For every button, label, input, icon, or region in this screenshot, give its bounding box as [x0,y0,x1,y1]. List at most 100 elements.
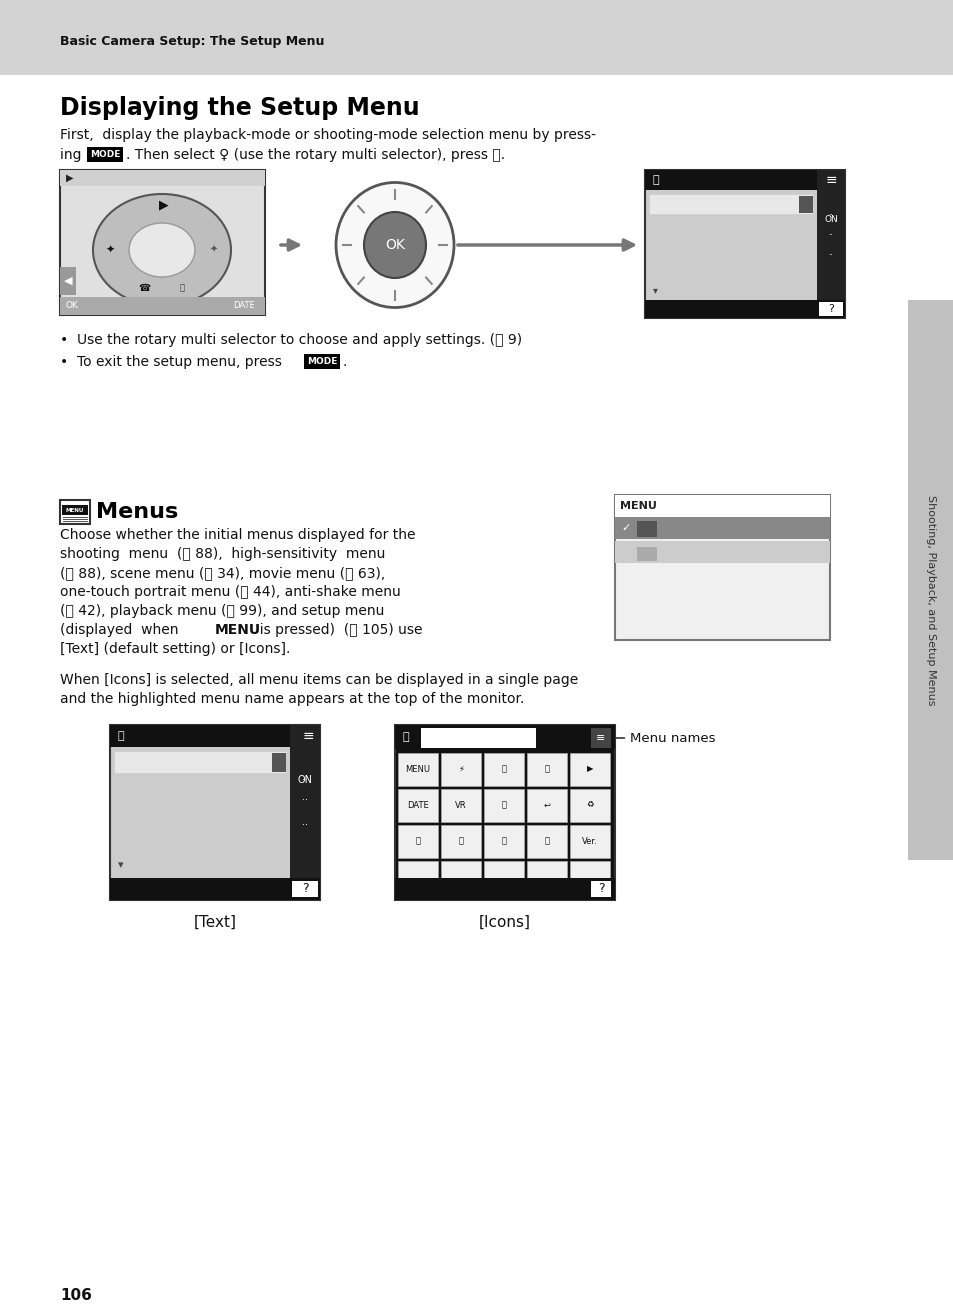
Bar [526,788,566,823]
Text: •  To exit the setup menu, press: • To exit the setup menu, press [60,355,286,369]
Text: Menus: Menus [96,502,178,522]
Text: (Ⓞ 88), scene menu (Ⓞ 34), movie menu (Ⓞ 63),: (Ⓞ 88), scene menu (Ⓞ 34), movie menu (Ⓞ… [60,566,385,579]
Text: 106: 106 [60,1288,91,1302]
Bar [420,728,536,748]
Text: shooting  menu  (Ⓞ 88),  high-sensitivity  menu: shooting menu (Ⓞ 88), high-sensitivity m… [60,547,385,561]
Bar [113,752,286,773]
Bar [397,861,437,894]
Bar [395,725,615,749]
Text: [Icons]: [Icons] [478,915,531,929]
Text: ··: ·· [302,820,308,830]
Text: ▾: ▾ [118,859,124,870]
Text: MODE: MODE [307,357,336,367]
Text: ⚡: ⚡ [457,765,463,774]
Text: •  Use the rotary multi selector to choose and apply settings. (Ⓞ 9): • Use the rotary multi selector to choos… [60,332,521,347]
Text: DATE: DATE [407,800,429,809]
Text: (Ⓞ 42), playback menu (Ⓞ 99), and setup menu: (Ⓞ 42), playback menu (Ⓞ 99), and setup … [60,604,384,618]
Text: VR: VR [455,800,466,809]
Text: (displayed  when: (displayed when [60,623,187,637]
Bar [483,861,523,894]
Text: [Text] (default setting) or [Icons].: [Text] (default setting) or [Icons]. [60,643,290,656]
Text: 🔊: 🔊 [501,800,506,809]
Text: MENU: MENU [66,507,84,512]
Text: DATE: DATE [233,301,254,310]
Bar [569,861,609,894]
Text: ON: ON [297,775,313,784]
Text: ?: ? [301,883,308,896]
Bar [397,753,437,786]
Text: 🔗: 🔗 [501,837,506,845]
Bar [590,728,610,748]
Bar [272,753,286,773]
Bar [816,170,844,318]
Text: ..: .. [828,250,832,256]
Text: When [Icons] is selected, all menu items can be displayed in a single page: When [Icons] is selected, all menu items… [60,673,578,687]
Bar [110,878,319,900]
Text: OK: OK [66,301,79,310]
Bar [644,170,844,318]
Text: and the highlighted menu name appears at the top of the monitor.: and the highlighted menu name appears at… [60,692,524,706]
Bar [440,753,480,786]
Text: ?: ? [827,304,833,314]
Text: ≡: ≡ [596,733,605,742]
Text: MENU: MENU [619,501,657,511]
Bar [62,505,88,515]
Bar [637,520,657,537]
Bar [397,788,437,823]
Text: ··: ·· [302,795,308,805]
Bar [907,300,953,859]
Text: ON: ON [823,215,837,225]
Bar [590,880,610,897]
Ellipse shape [364,212,426,279]
Text: ♻: ♻ [586,800,593,809]
Bar [395,725,615,900]
Bar [110,725,319,900]
Bar [292,880,317,897]
Text: ✦: ✦ [210,244,218,255]
Bar [526,753,566,786]
Text: ▶: ▶ [66,173,73,183]
Bar [569,753,609,786]
Text: MODE: MODE [90,150,120,159]
Text: ▾: ▾ [652,285,658,296]
Text: ▶: ▶ [159,198,169,212]
Bar [569,825,609,858]
Text: 📅: 📅 [179,284,184,293]
Text: .: . [343,355,347,369]
Text: ≡: ≡ [824,173,836,187]
Bar [440,825,480,858]
Text: 🔊: 🔊 [544,765,549,774]
Text: ▶: ▶ [586,765,593,774]
Bar [395,878,615,900]
Text: 🐦: 🐦 [458,837,463,845]
Bar [818,302,842,315]
Text: is pressed)  (Ⓞ 105) use: is pressed) (Ⓞ 105) use [251,623,422,637]
Bar [483,753,523,786]
Text: Choose whether the initial menus displayed for the: Choose whether the initial menus display… [60,528,416,541]
Text: OK: OK [385,238,404,252]
Text: MENU: MENU [214,623,261,637]
Bar [60,170,265,187]
Text: ⏱: ⏱ [501,765,506,774]
Ellipse shape [92,194,231,306]
Bar [526,861,566,894]
Text: ing: ing [60,148,86,162]
Text: ..: .. [828,210,832,215]
Text: ↩: ↩ [543,800,550,809]
Bar [440,861,480,894]
Text: MENU: MENU [405,765,430,774]
Bar [0,0,953,75]
Text: ..: .. [828,230,832,237]
Bar [87,147,123,162]
Text: ··: ·· [302,775,308,784]
Text: ☎: ☎ [138,283,150,293]
Text: 🔧: 🔧 [118,731,125,741]
Bar [637,547,657,561]
Bar [615,541,829,562]
Text: Basic Camera Setup: The Setup Menu: Basic Camera Setup: The Setup Menu [60,35,324,49]
Bar [110,725,319,746]
Bar [799,196,812,213]
Bar [440,788,480,823]
Ellipse shape [335,183,454,307]
Bar [648,194,812,214]
